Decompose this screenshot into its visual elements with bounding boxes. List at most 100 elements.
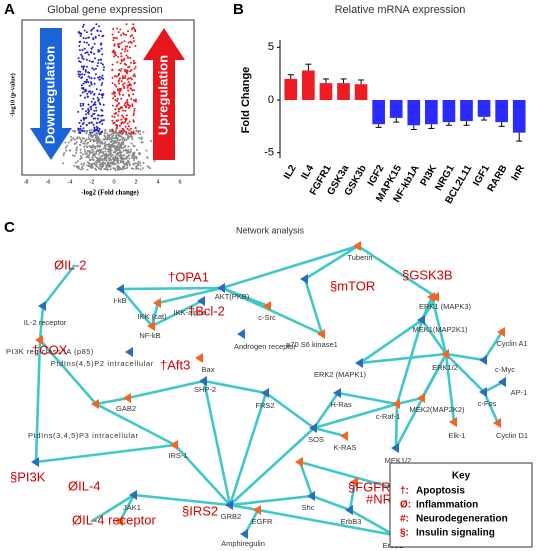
point [116, 149, 119, 152]
point [80, 65, 83, 68]
point [92, 97, 95, 100]
point [112, 104, 114, 107]
point [86, 161, 89, 164]
point [70, 139, 73, 142]
node-label: §IRS2 [182, 503, 218, 518]
point [124, 148, 127, 151]
point [139, 161, 142, 164]
point [131, 89, 134, 92]
point [77, 110, 80, 113]
point [137, 152, 140, 155]
point [121, 75, 124, 78]
node-label: Cyclin A1 [496, 339, 527, 348]
edge [394, 402, 399, 450]
point [132, 62, 135, 65]
point [95, 23, 98, 26]
point [115, 54, 117, 57]
node-label: †COX [32, 342, 68, 357]
point [136, 148, 138, 151]
point [93, 112, 96, 115]
edge [444, 352, 486, 394]
point [111, 132, 114, 135]
point [78, 41, 81, 44]
point [116, 157, 119, 160]
point [110, 133, 113, 136]
point [74, 142, 77, 145]
node-label: IL-2 receptor [24, 318, 67, 327]
node-label: GRB2 [221, 512, 241, 521]
point [123, 57, 126, 60]
edge [41, 264, 76, 308]
node-icon [441, 349, 449, 359]
point [110, 155, 112, 158]
point [85, 132, 88, 135]
node-icon [479, 355, 487, 365]
point [111, 119, 114, 122]
node-icon [147, 321, 155, 331]
point [106, 168, 109, 171]
point [79, 157, 82, 160]
x-tick-label: -6 [46, 179, 51, 185]
node-icon [340, 431, 348, 441]
point [124, 77, 127, 79]
point [93, 145, 96, 148]
point [73, 154, 76, 157]
point [81, 49, 84, 51]
node-icon [391, 443, 399, 453]
node-label: ErbB3 [341, 517, 362, 526]
point [85, 58, 88, 61]
point [102, 161, 105, 164]
point [81, 57, 84, 59]
point [118, 93, 121, 96]
point [100, 131, 103, 134]
point [81, 25, 84, 28]
point [82, 37, 85, 40]
node-icon [431, 292, 439, 302]
point [131, 78, 133, 81]
point [86, 142, 89, 145]
point [127, 66, 130, 69]
node-icon [317, 329, 325, 339]
edge [94, 402, 177, 447]
point [122, 142, 125, 144]
point [114, 51, 117, 54]
point [116, 61, 119, 64]
point [103, 142, 106, 145]
point [133, 112, 135, 115]
node-label: IKK-alpha [174, 308, 208, 317]
key-box [389, 462, 533, 548]
point [127, 56, 130, 59]
node-icon [417, 315, 425, 325]
node-icon [333, 388, 341, 398]
point [89, 138, 92, 141]
point [108, 148, 110, 151]
point [127, 125, 130, 128]
point [84, 117, 87, 120]
point [85, 164, 88, 167]
point [106, 148, 109, 151]
point [118, 68, 120, 71]
point [89, 158, 92, 161]
point [82, 153, 85, 156]
point [114, 112, 117, 115]
point [90, 77, 93, 80]
point [138, 137, 141, 139]
panel-label: C [4, 219, 15, 236]
point [94, 101, 97, 104]
point [120, 156, 123, 159]
point [95, 139, 98, 142]
point [125, 130, 127, 133]
edge [482, 380, 505, 394]
point [123, 62, 126, 65]
point [80, 163, 83, 166]
point [129, 87, 132, 90]
point [79, 127, 82, 130]
point [90, 129, 93, 132]
point [132, 36, 135, 39]
up-arrow [143, 28, 185, 160]
point [127, 41, 130, 44]
point [116, 27, 119, 30]
point [118, 124, 121, 127]
point [96, 140, 99, 143]
edge [173, 443, 232, 507]
